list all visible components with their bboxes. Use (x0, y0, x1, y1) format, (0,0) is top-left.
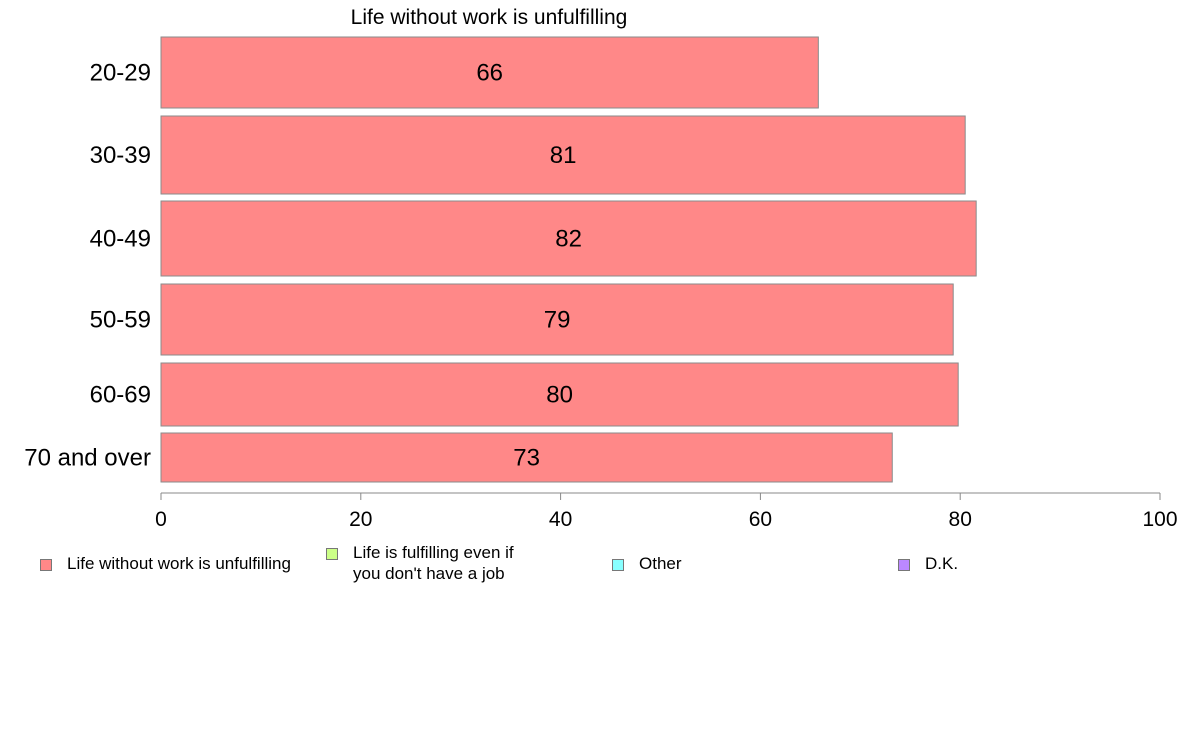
chart-legend: Life without work is unfulfilling Life is… (0, 540, 1188, 600)
bar-value-label: 81 (550, 142, 577, 169)
category-label: 60-69 (90, 382, 151, 409)
x-tick-label: 0 (155, 508, 167, 531)
bar-value-label: 73 (513, 445, 540, 472)
legend-label: Life without work is unfulfilling (67, 554, 291, 573)
bar (160, 115, 966, 195)
bar (160, 200, 977, 277)
x-tick-label: 100 (1142, 508, 1177, 531)
legend-item: Life is fulfilling even if you don't hav… (326, 542, 514, 584)
x-tick-label: 20 (349, 508, 372, 531)
x-tick-label: 60 (749, 508, 772, 531)
legend-swatch (898, 559, 910, 571)
chart-title: Life without work is unfulfilling (351, 6, 628, 29)
legend-label: Life is fulfilling even if you don't hav… (353, 543, 514, 583)
bar (160, 432, 893, 483)
category-label: 70 and over (24, 445, 151, 472)
bar-chart: Life without work is unfulfilling 66 20-2… (24, 6, 1177, 531)
bar (160, 362, 959, 427)
legend-swatch (612, 559, 624, 571)
category-label: 20-29 (90, 60, 151, 87)
bar (160, 36, 819, 109)
bar (160, 283, 954, 356)
x-tick-label: 80 (949, 508, 972, 531)
x-tick-label: 40 (549, 508, 572, 531)
category-label: 30-39 (90, 142, 151, 169)
bar-value-label: 80 (546, 382, 573, 409)
bar-value-label: 66 (476, 60, 503, 87)
legend-item: Life without work is unfulfilling (40, 553, 291, 574)
category-label: 40-49 (90, 226, 151, 253)
legend-item: D.K. (898, 553, 958, 574)
bar-value-label: 82 (555, 226, 582, 253)
legend-label: Other (639, 554, 682, 573)
legend-item: Other (612, 553, 682, 574)
bar-value-label: 79 (544, 307, 571, 334)
legend-swatch (326, 548, 338, 560)
legend-label: D.K. (925, 554, 959, 573)
legend-swatch (40, 559, 52, 571)
category-label: 50-59 (90, 307, 151, 334)
